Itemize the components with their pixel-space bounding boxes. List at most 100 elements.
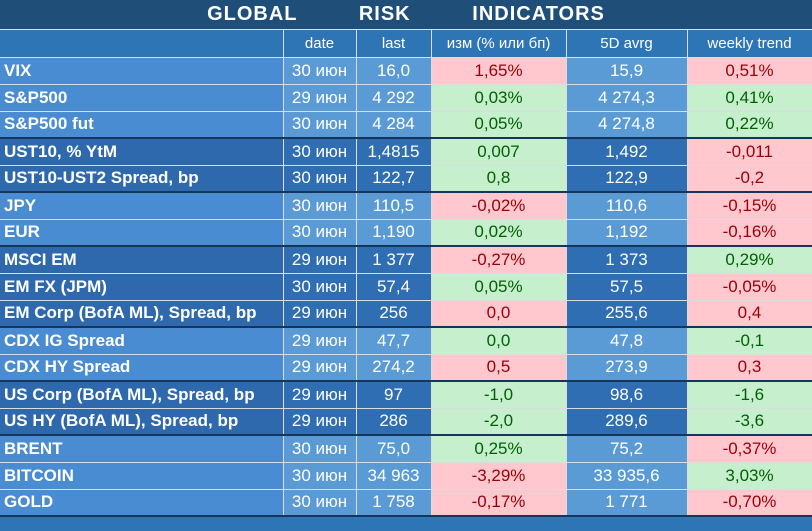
change-cell: 0,02% (431, 219, 567, 247)
date-cell: 29 июн (283, 84, 357, 112)
weekly-trend-cell: 0,29% (687, 246, 812, 274)
indicator-name: UST10, % YtM (0, 138, 284, 166)
last-value-cell: 47,7 (356, 327, 432, 355)
last-value-cell: 1 758 (356, 489, 432, 517)
table-body: VIX 30 июн 16,0 1,65% 15,9 0,51% S&P500 29 июн 4… (0, 57, 812, 517)
date-cell: 29 июн (283, 246, 357, 274)
table-row: CDX HY Spread 29 июн 274,2 0,5 273,9 0,3 (0, 354, 812, 382)
indicator-name: VIX (0, 57, 284, 85)
change-cell: -3,29% (431, 462, 567, 490)
five-day-avg-cell: 110,6 (566, 192, 688, 220)
five-day-avg-cell: 1 373 (566, 246, 688, 274)
five-day-avg-cell: 47,8 (566, 327, 688, 355)
table-row: EM FX (JPM) 30 июн 57,4 0,05% 57,5 -0,05% (0, 273, 812, 301)
table-row: S&P500 29 июн 4 292 0,03% 4 274,3 0,41% (0, 84, 812, 112)
change-cell: 0,5 (431, 354, 567, 382)
header-5d-avg: 5D avrg (566, 30, 688, 58)
weekly-trend-cell: -0,2 (687, 165, 812, 193)
five-day-avg-cell: 122,9 (566, 165, 688, 193)
date-cell: 30 июн (283, 489, 357, 517)
weekly-trend-cell: -0,15% (687, 192, 812, 220)
last-value-cell: 34 963 (356, 462, 432, 490)
date-cell: 29 июн (283, 408, 357, 436)
last-value-cell: 75,0 (356, 435, 432, 463)
table-row: US HY (BofA ML), Spread, bp 29 июн 286 -2,0… (0, 408, 812, 436)
header-row: date last изм (% или бп) 5D avrg weekly … (0, 30, 812, 58)
weekly-trend-cell: -1,6 (687, 381, 812, 409)
date-cell: 29 июн (283, 300, 357, 328)
date-cell: 30 июн (283, 435, 357, 463)
last-value-cell: 110,5 (356, 192, 432, 220)
date-cell: 29 июн (283, 354, 357, 382)
header-weekly-trend: weekly trend (687, 30, 812, 58)
five-day-avg-cell: 1,192 (566, 219, 688, 247)
weekly-trend-cell: 3,03% (687, 462, 812, 490)
change-cell: 0,03% (431, 84, 567, 112)
weekly-trend-cell: -0,011 (687, 138, 812, 166)
date-cell: 30 июн (283, 165, 357, 193)
change-cell: -0,02% (431, 192, 567, 220)
weekly-trend-cell: -0,37% (687, 435, 812, 463)
date-cell: 29 июн (283, 381, 357, 409)
weekly-trend-cell: 0,41% (687, 84, 812, 112)
change-cell: 0,05% (431, 111, 567, 139)
table-row: UST10, % YtM 30 июн 1,4815 0,007 1,492 -0,011 (0, 138, 812, 166)
last-value-cell: 1,4815 (356, 138, 432, 166)
five-day-avg-cell: 1,492 (566, 138, 688, 166)
table-row: BITCOIN 30 июн 34 963 -3,29% 33 935,6 3,03% (0, 462, 812, 490)
indicator-name: EUR (0, 219, 284, 247)
indicator-name: BRENT (0, 435, 284, 463)
last-value-cell: 4 284 (356, 111, 432, 139)
five-day-avg-cell: 33 935,6 (566, 462, 688, 490)
five-day-avg-cell: 1 771 (566, 489, 688, 517)
indicator-name: S&P500 (0, 84, 284, 112)
page-title: GLOBAL RISK INDICATORS (0, 0, 812, 30)
table-row: EUR 30 июн 1,190 0,02% 1,192 -0,16% (0, 219, 812, 247)
weekly-trend-cell: 0,4 (687, 300, 812, 328)
weekly-trend-cell: -3,6 (687, 408, 812, 436)
change-cell: -2,0 (431, 408, 567, 436)
indicator-name: GOLD (0, 489, 284, 517)
indicator-name: CDX IG Spread (0, 327, 284, 355)
five-day-avg-cell: 255,6 (566, 300, 688, 328)
five-day-avg-cell: 273,9 (566, 354, 688, 382)
weekly-trend-cell: -0,1 (687, 327, 812, 355)
date-cell: 30 июн (283, 219, 357, 247)
last-value-cell: 1 377 (356, 246, 432, 274)
date-cell: 30 июн (283, 273, 357, 301)
last-value-cell: 16,0 (356, 57, 432, 85)
change-cell: 0,05% (431, 273, 567, 301)
indicator-name: UST10-UST2 Spread, bp (0, 165, 284, 193)
date-cell: 30 июн (283, 462, 357, 490)
indicator-name: CDX HY Spread (0, 354, 284, 382)
weekly-trend-cell: -0,70% (687, 489, 812, 517)
last-value-cell: 97 (356, 381, 432, 409)
weekly-trend-cell: -0,16% (687, 219, 812, 247)
table-row: VIX 30 июн 16,0 1,65% 15,9 0,51% (0, 57, 812, 85)
date-cell: 30 июн (283, 192, 357, 220)
change-cell: -0,27% (431, 246, 567, 274)
last-value-cell: 1,190 (356, 219, 432, 247)
table-row: US Corp (BofA ML), Spread, bp 29 июн 97 -1,… (0, 381, 812, 409)
date-cell: 30 июн (283, 57, 357, 85)
change-cell: -1,0 (431, 381, 567, 409)
five-day-avg-cell: 289,6 (566, 408, 688, 436)
table-row: GOLD 30 июн 1 758 -0,17% 1 771 -0,70% (0, 489, 812, 517)
last-value-cell: 274,2 (356, 354, 432, 382)
weekly-trend-cell: 0,22% (687, 111, 812, 139)
table-row: MSCI EM 29 июн 1 377 -0,27% 1 373 0,29% (0, 246, 812, 274)
last-value-cell: 4 292 (356, 84, 432, 112)
five-day-avg-cell: 57,5 (566, 273, 688, 301)
five-day-avg-cell: 4 274,8 (566, 111, 688, 139)
change-cell: 0,8 (431, 165, 567, 193)
indicator-name: JPY (0, 192, 284, 220)
table-row: BRENT 30 июн 75,0 0,25% 75,2 -0,37% (0, 435, 812, 463)
change-cell: -0,17% (431, 489, 567, 517)
last-value-cell: 122,7 (356, 165, 432, 193)
table-row: EM Corp (BofA ML), Spread, bp 29 июн 256 0,… (0, 300, 812, 328)
change-cell: 0,007 (431, 138, 567, 166)
weekly-trend-cell: 0,51% (687, 57, 812, 85)
date-cell: 29 июн (283, 327, 357, 355)
indicator-name: US Corp (BofA ML), Spread, bp (0, 381, 284, 409)
table-row: JPY 30 июн 110,5 -0,02% 110,6 -0,15% (0, 192, 812, 220)
